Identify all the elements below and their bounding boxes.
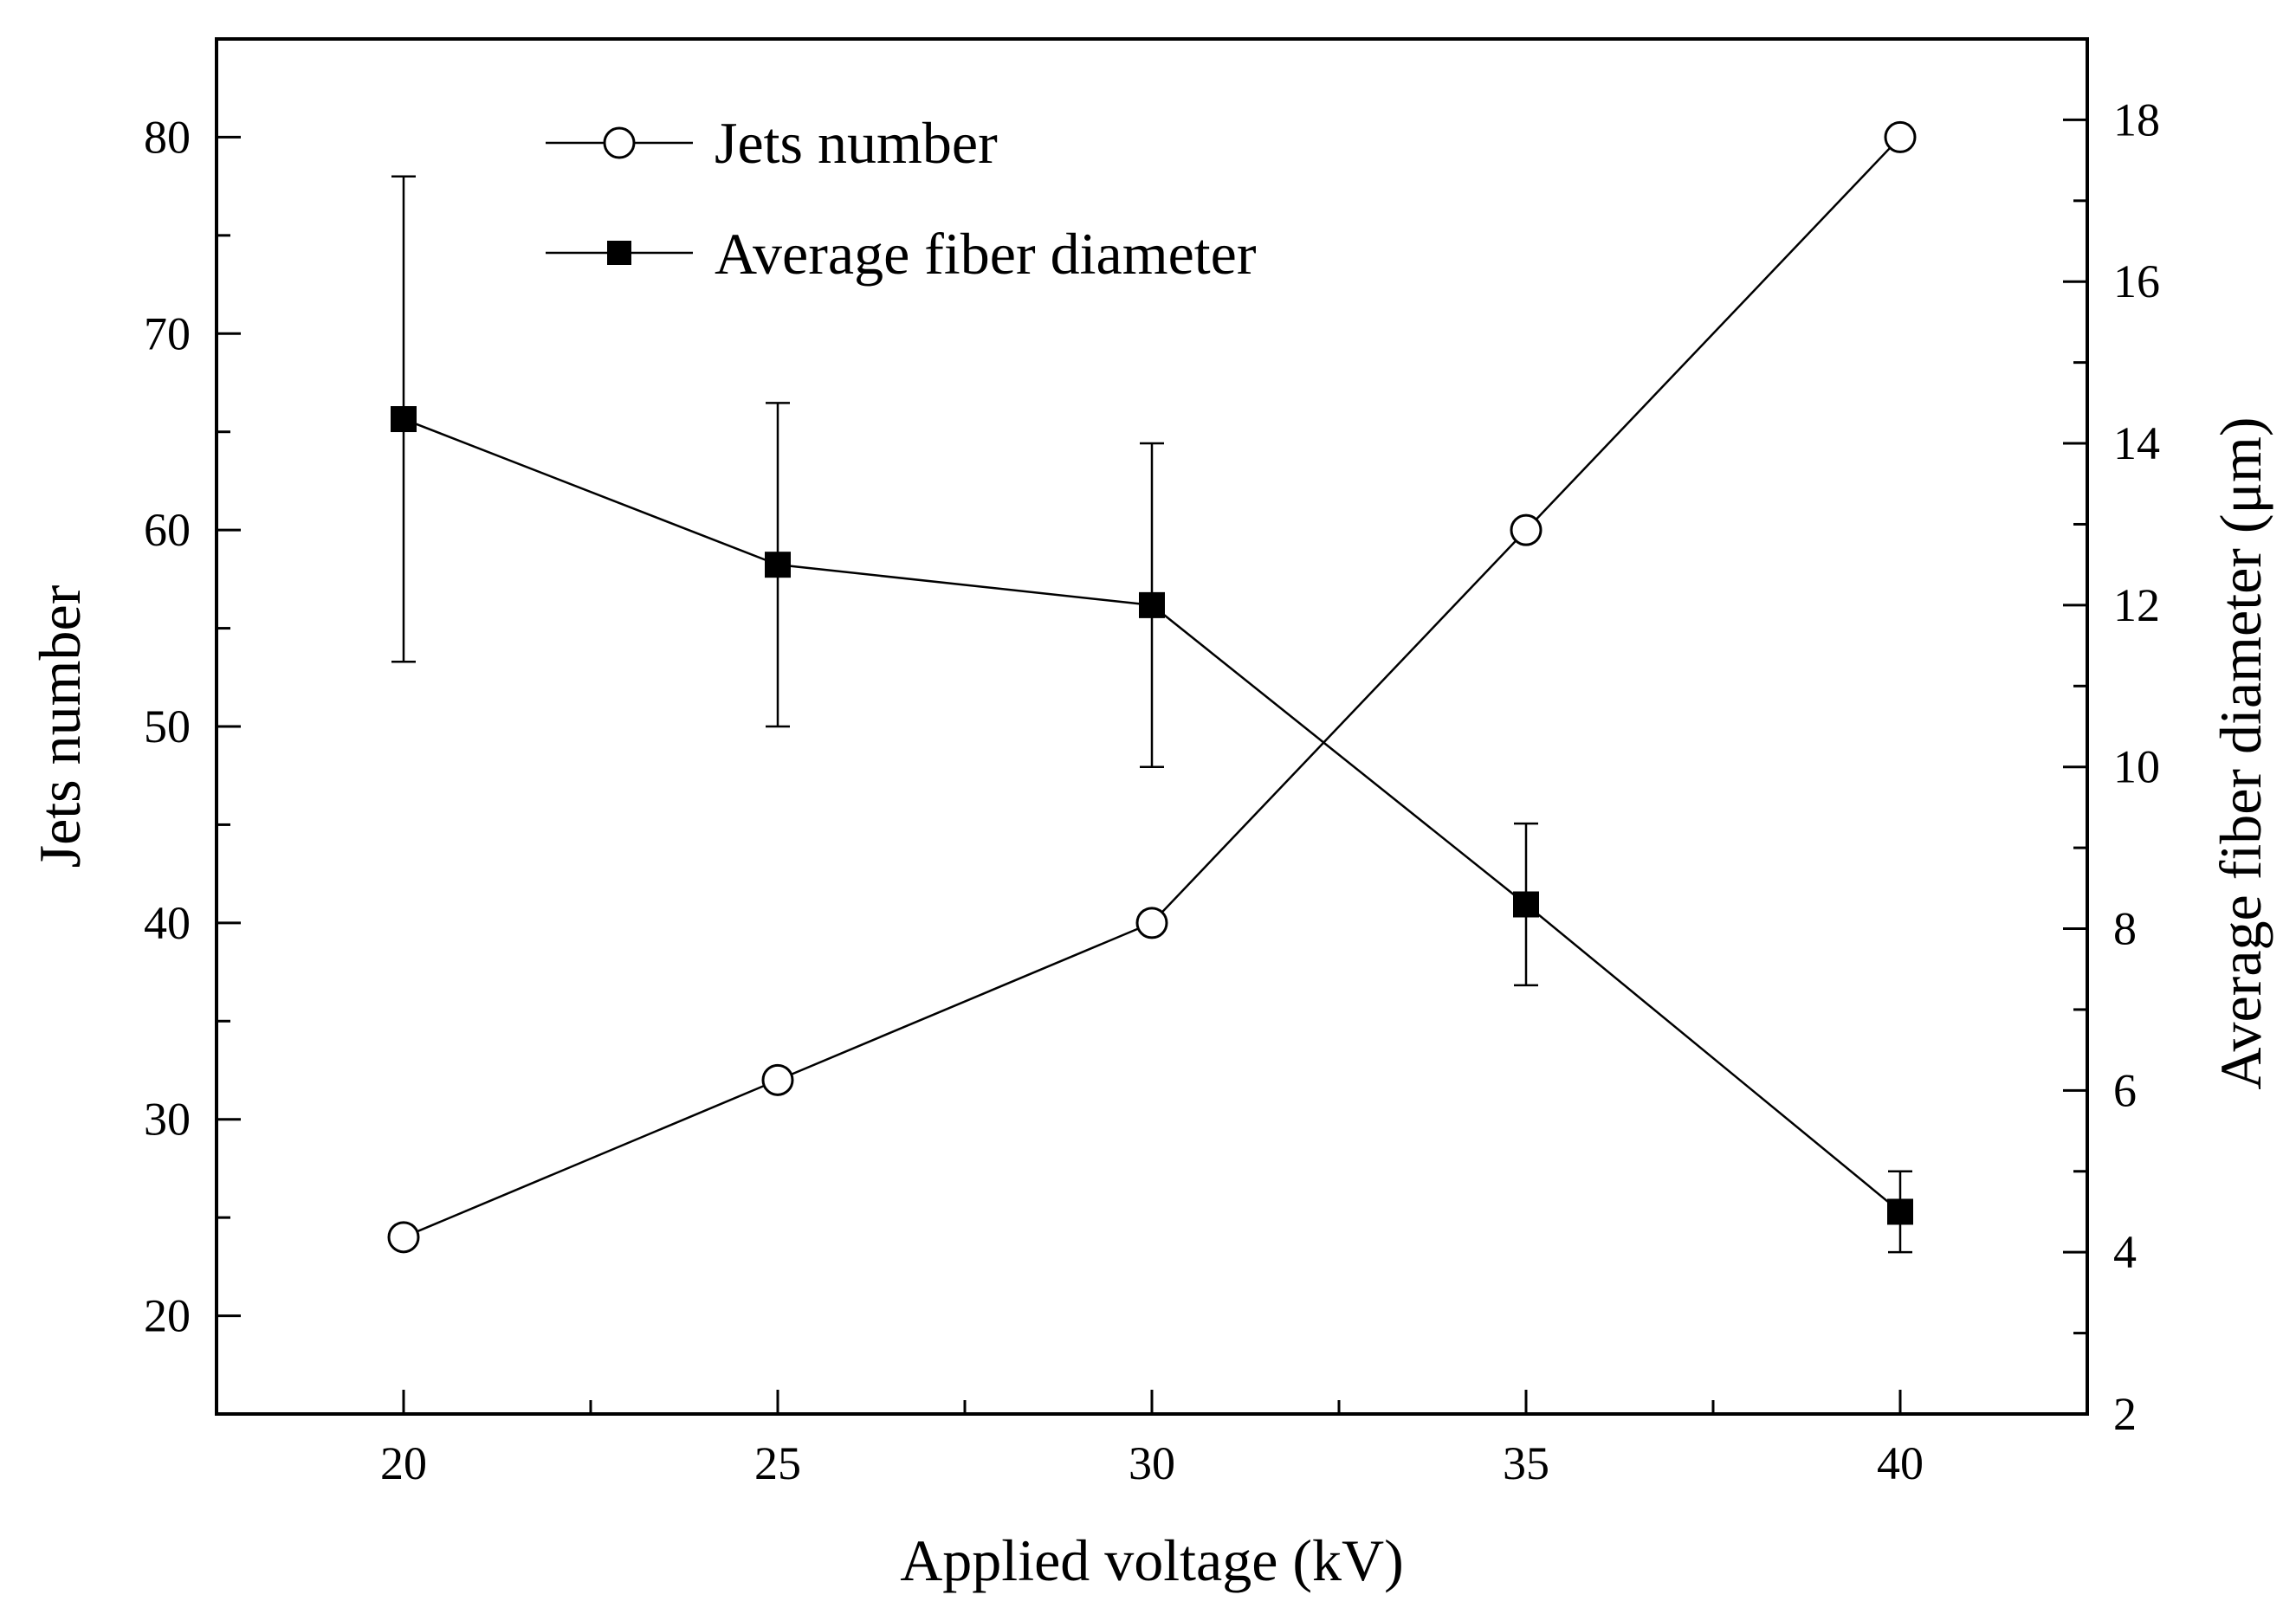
y2-tick-label: 14 <box>2113 417 2160 469</box>
ticks: 20 25 30 35 40 20 30 40 50 60 70 80 2 4 6 8 10 12 14 16 18 <box>144 94 2160 1489</box>
y-tick-label: 20 <box>144 1290 191 1342</box>
y2-tick-label: 18 <box>2113 94 2160 145</box>
y2-axis-title: Average fiber diameter (μm) <box>2208 416 2273 1089</box>
legend-marker-open-circle <box>603 126 636 159</box>
data-point-circle <box>1510 513 1543 546</box>
x-tick-label: 25 <box>754 1437 801 1489</box>
y-tick-label: 50 <box>144 700 191 752</box>
legend-label-jets: Jets number <box>715 110 998 176</box>
legend: Jets number Average fiber diameter <box>546 110 1257 287</box>
data-point-circle <box>1135 907 1168 939</box>
y-tick-label: 40 <box>144 897 191 949</box>
data-point-square <box>1513 891 1539 918</box>
y2-tick-label: 8 <box>2113 903 2137 955</box>
y2-tick-label: 12 <box>2113 579 2160 631</box>
y2-tick-label: 16 <box>2113 255 2160 307</box>
y2-tick-label: 6 <box>2113 1064 2137 1116</box>
y-tick-label: 70 <box>144 307 191 359</box>
data-point-square <box>1139 591 1165 618</box>
y2-tick-label: 10 <box>2113 741 2160 793</box>
y2-tick-label: 2 <box>2113 1388 2137 1440</box>
x-tick-label: 35 <box>1503 1437 1549 1489</box>
y2-tick-label: 4 <box>2113 1226 2137 1278</box>
x-tick-label: 30 <box>1129 1437 1175 1489</box>
series-markers <box>387 120 1917 1254</box>
x-tick-label: 20 <box>380 1437 427 1489</box>
data-point-circle <box>387 1221 420 1254</box>
data-point-circle <box>1884 120 1917 153</box>
legend-label-diameter: Average fiber diameter <box>715 221 1257 287</box>
y-tick-label: 30 <box>144 1094 191 1146</box>
y-tick-label: 80 <box>144 111 191 163</box>
legend-marker-filled-square <box>607 241 631 265</box>
data-point-square <box>391 406 417 433</box>
data-point-circle <box>761 1063 794 1096</box>
error-bars <box>391 175 1912 1254</box>
y-tick-label: 60 <box>144 504 191 556</box>
x-axis-title: Applied voltage (kV) <box>900 1527 1404 1593</box>
data-point-square <box>1887 1198 1913 1225</box>
x-tick-label: 40 <box>1877 1437 1924 1489</box>
y-axis-title: Jets number <box>27 584 93 868</box>
data-point-square <box>765 552 791 578</box>
